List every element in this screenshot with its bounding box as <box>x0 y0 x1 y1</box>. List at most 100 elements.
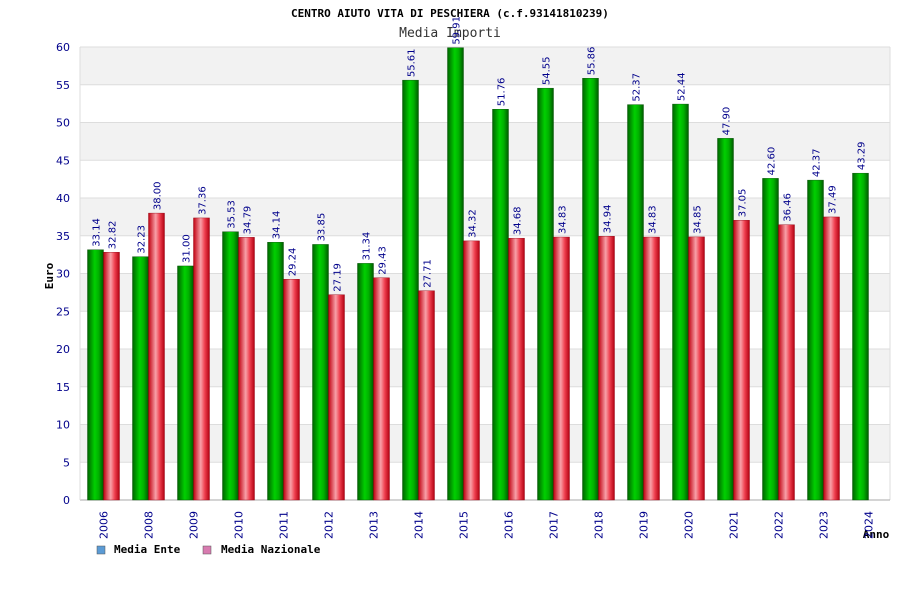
y-tick-label: 55 <box>56 79 70 92</box>
y-tick-label: 20 <box>56 343 70 356</box>
bar-media-nazionale-2014 <box>418 290 435 501</box>
legend: Media Ente Media Nazionale <box>96 543 321 556</box>
bar-media-nazionale-2020 <box>688 236 705 501</box>
x-tick-label: 2018 <box>593 511 606 539</box>
data-label: 42.37 <box>812 148 823 177</box>
bar-media-ente-2014 <box>402 79 419 501</box>
bar-media-ente-2019 <box>627 104 644 501</box>
x-tick-label: 2023 <box>818 511 831 539</box>
bars <box>87 47 869 501</box>
y-axis-ticks: 0 5 10 15 20 25 30 35 40 45 50 55 60 <box>56 41 70 507</box>
bar-media-ente-2009 <box>177 265 194 501</box>
legend-label-media-nazionale: Media Nazionale <box>221 543 321 556</box>
y-tick-label: 15 <box>56 381 70 394</box>
x-tick-label: 2013 <box>368 511 381 539</box>
data-label: 47.90 <box>722 107 733 136</box>
data-label: 35.53 <box>227 200 238 229</box>
legend-swatch-media-ente <box>96 545 106 555</box>
y-axis-label: Euro <box>43 262 56 289</box>
data-label: 38.00 <box>153 181 164 210</box>
bar-media-ente-2006 <box>87 249 104 501</box>
y-tick-label: 10 <box>56 419 70 432</box>
bar-media-ente-2011 <box>267 242 284 501</box>
plot-band <box>80 349 890 387</box>
data-label: 27.19 <box>333 263 344 292</box>
bar-media-ente-2013 <box>357 263 374 501</box>
y-tick-label: 60 <box>56 41 70 54</box>
bar-media-nazionale-2008 <box>148 212 165 501</box>
x-tick-label: 2020 <box>683 511 696 539</box>
bar-media-nazionale-2019 <box>643 236 660 501</box>
x-tick-label: 2006 <box>98 511 111 539</box>
chart-subtitle: Media Importi <box>399 26 501 41</box>
data-label: 43.29 <box>857 142 868 171</box>
x-tick-label: 2008 <box>143 511 156 539</box>
bar-media-ente-2008 <box>132 256 149 501</box>
bar-media-ente-2016 <box>492 109 509 501</box>
data-label: 51.76 <box>497 78 508 107</box>
x-axis-ticks: 2006 2008 2009 2010 2011 2012 2013 2014 2015 2016… <box>98 511 876 539</box>
data-label: 54.55 <box>542 57 553 86</box>
bar-media-nazionale-2011 <box>283 279 300 501</box>
bar-media-ente-2024 <box>852 172 869 501</box>
y-tick-label: 30 <box>56 268 70 281</box>
x-tick-label: 2012 <box>323 511 336 539</box>
data-label: 31.34 <box>362 232 373 261</box>
y-tick-label: 35 <box>56 230 70 243</box>
data-label: 34.14 <box>272 211 283 240</box>
data-label: 34.68 <box>513 207 524 236</box>
plot-band <box>80 424 890 463</box>
bar-media-nazionale-2017 <box>553 236 570 501</box>
data-label: 33.85 <box>317 213 328 242</box>
y-tick-label: 5 <box>63 456 70 469</box>
plot-band <box>80 122 890 161</box>
x-tick-label: 2014 <box>413 511 426 539</box>
plot-band <box>80 273 890 312</box>
y-tick-label: 45 <box>56 154 70 167</box>
legend-label-media-ente: Media Ente <box>114 543 181 556</box>
data-label: 34.85 <box>693 205 704 234</box>
bar-media-nazionale-2012 <box>328 294 345 501</box>
bar-media-nazionale-2009 <box>193 217 210 501</box>
x-tick-label: 2024 <box>863 511 876 539</box>
bar-media-nazionale-2013 <box>373 277 390 501</box>
bar-media-nazionale-2006 <box>103 252 120 501</box>
data-label: 55.61 <box>407 49 418 78</box>
bar-media-ente-2012 <box>312 244 329 501</box>
data-labels: 33.14 32.82 32.23 38.00 31.00 37.36 35.53 34.79… <box>92 16 868 292</box>
bar-media-nazionale-2023 <box>823 216 840 501</box>
data-label: 59.91 <box>452 16 463 45</box>
bar-media-nazionale-2018 <box>598 236 615 501</box>
x-tick-label: 2017 <box>548 511 561 539</box>
data-label: 34.94 <box>603 205 614 234</box>
data-label: 52.37 <box>632 73 643 102</box>
bar-media-ente-2021 <box>717 138 734 501</box>
x-tick-label: 2011 <box>278 511 291 539</box>
data-label: 32.82 <box>108 221 119 250</box>
legend-swatch-media-nazionale <box>202 545 212 555</box>
data-label: 37.36 <box>198 186 209 215</box>
data-label: 42.60 <box>767 147 778 176</box>
x-tick-label: 2019 <box>638 511 651 539</box>
data-label: 37.49 <box>828 185 839 214</box>
y-tick-label: 50 <box>56 117 70 130</box>
data-label: 34.79 <box>243 206 254 235</box>
data-label: 55.86 <box>587 47 598 76</box>
bar-media-ente-2018 <box>582 78 599 501</box>
data-label: 34.83 <box>648 205 659 234</box>
bar-media-ente-2010 <box>222 231 239 501</box>
bar-media-ente-2022 <box>762 178 779 501</box>
x-tick-label: 2021 <box>728 511 741 539</box>
grid-lines <box>79 46 891 501</box>
bar-media-ente-2023 <box>807 179 824 501</box>
x-tick-label: 2022 <box>773 511 786 539</box>
data-label: 29.24 <box>288 248 299 277</box>
data-label: 32.23 <box>137 225 148 254</box>
x-tick-label: 2010 <box>233 511 246 539</box>
data-label: 33.14 <box>92 218 103 247</box>
bar-media-nazionale-2016 <box>508 237 525 501</box>
data-label: 29.43 <box>378 246 389 275</box>
y-tick-label: 25 <box>56 305 70 318</box>
data-label: 27.71 <box>423 259 434 288</box>
